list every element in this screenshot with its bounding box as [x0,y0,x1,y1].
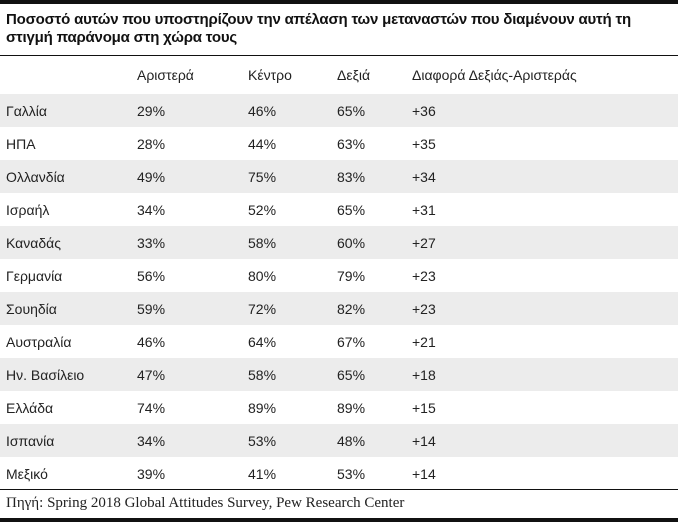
table-row: Αυστραλία 46% 64% 67% +21 [0,325,678,358]
center-value-cell: 58% [248,366,277,383]
center-value-cell: 44% [248,135,277,152]
country-cell: Καναδάς [6,234,61,251]
difference-value-cell: +27 [412,234,436,251]
source-bar: Πηγή: Spring 2018 Global Attitudes Surve… [0,489,678,522]
table-row: Ισραήλ 34% 52% 65% +31 [0,193,678,226]
left-value-cell: 49% [137,168,166,185]
center-value-cell: 41% [248,465,277,482]
difference-value-cell: +31 [412,201,436,218]
table-row: Ισπανία 34% 53% 48% +14 [0,424,678,457]
right-value-cell: 79% [337,267,366,284]
table-row: Σουηδία 59% 72% 82% +23 [0,292,678,325]
difference-value-cell: +23 [412,300,436,317]
right-value-cell: 65% [337,366,366,383]
right-value-cell: 60% [337,234,366,251]
table-row: ΗΠΑ 28% 44% 63% +35 [0,127,678,160]
right-value-cell: 63% [337,135,366,152]
column-header-right: Δεξιά [337,67,371,83]
center-value-cell: 75% [248,168,277,185]
data-table: Αριστερά Κέντρο Δεξιά Διαφορά Δεξιάς-Αρι… [0,56,678,490]
difference-value-cell: +35 [412,135,436,152]
left-value-cell: 34% [137,432,166,449]
right-value-cell: 48% [337,432,366,449]
left-value-cell: 33% [137,234,166,251]
left-value-cell: 56% [137,267,166,284]
country-cell: ΗΠΑ [6,135,36,152]
difference-value-cell: +23 [412,267,436,284]
source-note: Πηγή: Spring 2018 Global Attitudes Surve… [6,495,405,511]
country-cell: Ελλάδα [6,399,54,416]
difference-value-cell: +14 [412,432,436,449]
table-row: Μεξικό 39% 41% 53% +14 [0,457,678,490]
right-value-cell: 67% [337,333,366,350]
left-value-cell: 47% [137,366,166,383]
center-value-cell: 53% [248,432,277,449]
country-cell: Σουηδία [6,300,57,317]
country-cell: Αυστραλία [6,333,72,350]
difference-value-cell: +34 [412,168,436,185]
center-value-cell: 46% [248,102,277,119]
right-value-cell: 82% [337,300,366,317]
center-value-cell: 58% [248,234,277,251]
table-row: Ελλάδα 74% 89% 89% +15 [0,391,678,424]
right-value-cell: 65% [337,201,366,218]
difference-value-cell: +36 [412,102,436,119]
title-bar: Ποσοστό αυτών που υποστηρίζουν την απέλα… [0,0,678,56]
left-value-cell: 74% [137,399,166,416]
table-title: Ποσοστό αυτών που υποστηρίζουν την απέλα… [6,11,631,46]
right-value-cell: 83% [337,168,366,185]
right-value-cell: 89% [337,399,366,416]
center-value-cell: 89% [248,399,277,416]
difference-value-cell: +18 [412,366,436,383]
difference-value-cell: +14 [412,465,436,482]
country-cell: Γερμανία [6,267,63,284]
center-value-cell: 72% [248,300,277,317]
right-value-cell: 65% [337,102,366,119]
left-value-cell: 28% [137,135,166,152]
center-value-cell: 52% [248,201,277,218]
center-value-cell: 64% [248,333,277,350]
table-row: Καναδάς 33% 58% 60% +27 [0,226,678,259]
left-value-cell: 59% [137,300,166,317]
country-cell: Ισραήλ [6,201,50,218]
table-row: Γαλλία 29% 46% 65% +36 [0,94,678,127]
left-value-cell: 29% [137,102,166,119]
right-value-cell: 53% [337,465,366,482]
center-value-cell: 80% [248,267,277,284]
column-header-difference: Διαφορά Δεξιάς-Αριστεράς [412,67,577,83]
table-row: Γερμανία 56% 80% 79% +23 [0,259,678,292]
difference-value-cell: +21 [412,333,436,350]
difference-value-cell: +15 [412,399,436,416]
table-card: Ποσοστό αυτών που υποστηρίζουν την απέλα… [0,0,678,522]
country-cell: Μεξικό [6,465,48,482]
table-row: Ην. Βασίλειο 47% 58% 65% +18 [0,358,678,391]
left-value-cell: 46% [137,333,166,350]
left-value-cell: 39% [137,465,166,482]
column-header-center: Κέντρο [248,67,292,83]
table-header-row: Αριστερά Κέντρο Δεξιά Διαφορά Δεξιάς-Αρι… [0,56,678,94]
table-row: Ολλανδία 49% 75% 83% +34 [0,160,678,193]
country-cell: Ισπανία [6,432,55,449]
column-header-left: Αριστερά [137,67,194,83]
left-value-cell: 34% [137,201,166,218]
country-cell: Γαλλία [6,102,48,119]
country-cell: Ην. Βασίλειο [6,366,85,383]
country-cell: Ολλανδία [6,168,65,185]
